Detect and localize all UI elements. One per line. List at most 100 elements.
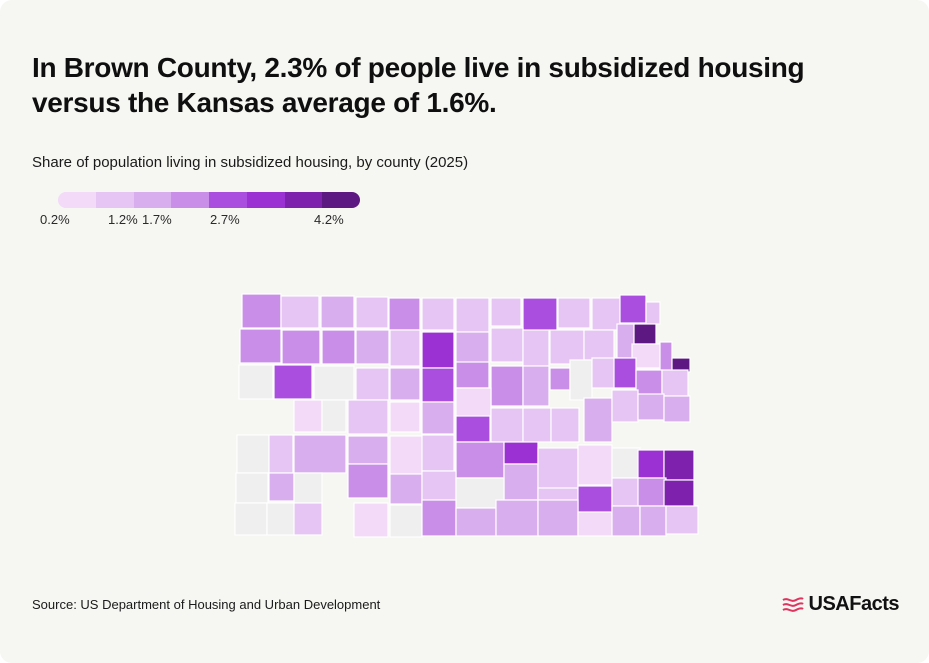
county-shape xyxy=(637,477,667,507)
county-shape xyxy=(583,397,613,443)
county-shape xyxy=(389,401,421,433)
county-shape xyxy=(389,329,421,367)
county-shape xyxy=(557,297,591,329)
county-shape xyxy=(421,367,455,403)
county-shape xyxy=(321,399,347,433)
county-shape xyxy=(421,401,455,435)
county-shape xyxy=(455,507,497,537)
county-shape xyxy=(421,434,455,472)
county-shape xyxy=(611,447,641,479)
county-shape xyxy=(583,329,615,361)
legend-swatch xyxy=(209,192,247,208)
county-shape xyxy=(347,435,389,465)
county-shape xyxy=(577,511,613,537)
legend-swatch xyxy=(322,192,360,208)
county-shape xyxy=(633,323,657,345)
county-shape xyxy=(281,329,321,365)
county-shape xyxy=(421,499,457,537)
county-shape xyxy=(239,328,282,364)
county-shape xyxy=(280,295,320,329)
county-shape xyxy=(266,502,296,536)
county-shape xyxy=(388,297,421,331)
county-shape xyxy=(661,369,689,397)
county-shape xyxy=(619,294,647,324)
legend-label: 4.2% xyxy=(314,212,344,227)
county-shape xyxy=(490,365,524,407)
county-shape xyxy=(389,435,423,475)
county-shape xyxy=(293,472,323,504)
county-shape xyxy=(569,359,593,401)
color-legend: 0.2% 1.2% 1.7% 2.7% 4.2% xyxy=(32,190,362,230)
legend-color-bar xyxy=(58,192,360,208)
county-shape xyxy=(353,502,389,538)
county-shape xyxy=(645,301,661,325)
county-shape xyxy=(455,297,490,333)
county-shape xyxy=(320,295,355,329)
county-shape xyxy=(347,399,389,435)
county-shape xyxy=(241,293,282,329)
legend-swatch xyxy=(171,192,209,208)
county-shape xyxy=(421,470,457,502)
county-shape xyxy=(503,463,539,501)
county-shape xyxy=(235,472,269,504)
county-shape xyxy=(637,449,665,479)
county-shape xyxy=(522,407,552,443)
county-shape xyxy=(591,297,621,331)
legend-label: 1.2% xyxy=(108,212,138,227)
county-shape xyxy=(490,297,522,327)
county-shape xyxy=(455,415,491,443)
county-shape xyxy=(611,505,641,537)
county-shape xyxy=(537,499,579,537)
county-shape xyxy=(355,329,390,365)
county-shape xyxy=(495,499,539,537)
county-shape xyxy=(613,357,637,389)
county-shape xyxy=(455,441,505,479)
flag-icon xyxy=(782,596,804,612)
subtitle: Share of population living in subsidized… xyxy=(32,154,469,171)
county-shape xyxy=(234,502,268,536)
legend-label: 2.7% xyxy=(210,212,240,227)
county-shape xyxy=(455,331,490,367)
county-shape xyxy=(355,296,389,329)
headline: In Brown County, 2.3% of people live in … xyxy=(32,52,805,118)
county-shape xyxy=(389,367,421,401)
usafacts-logo: USAFacts xyxy=(781,593,900,616)
county-shape xyxy=(293,399,323,433)
county-shape xyxy=(421,331,455,369)
county-shape xyxy=(490,407,524,443)
county-shape xyxy=(238,364,274,400)
legend-swatch xyxy=(284,192,323,208)
county-shape xyxy=(549,367,571,391)
county-shape xyxy=(663,479,695,509)
county-shape xyxy=(268,434,294,474)
county-shape xyxy=(490,327,524,363)
county-shape xyxy=(421,297,455,331)
county-shape xyxy=(635,369,663,397)
legend-swatch xyxy=(133,192,172,208)
county-shape xyxy=(293,502,323,536)
county-shape xyxy=(236,434,270,474)
legend-swatch xyxy=(58,192,96,208)
brand-name: USAFacts xyxy=(808,593,900,615)
county-shape xyxy=(577,485,613,515)
county-shape xyxy=(455,387,492,419)
county-shape xyxy=(611,477,641,507)
county-shape xyxy=(347,463,389,499)
county-shape xyxy=(273,364,313,400)
county-shape xyxy=(293,434,347,474)
county-shape xyxy=(389,504,423,538)
county-shape xyxy=(355,367,390,401)
county-shape xyxy=(665,505,699,535)
county-shape xyxy=(503,441,539,465)
county-shape xyxy=(455,361,490,389)
county-shape xyxy=(268,472,295,502)
county-shape xyxy=(522,329,550,367)
legend-label: 0.2% xyxy=(40,212,70,227)
county-shape xyxy=(639,505,667,537)
county-shape xyxy=(550,407,580,443)
legend-label: 1.7% xyxy=(142,212,172,227)
county-shape xyxy=(549,329,585,365)
county-shape xyxy=(577,444,613,486)
county-shape xyxy=(522,297,558,333)
